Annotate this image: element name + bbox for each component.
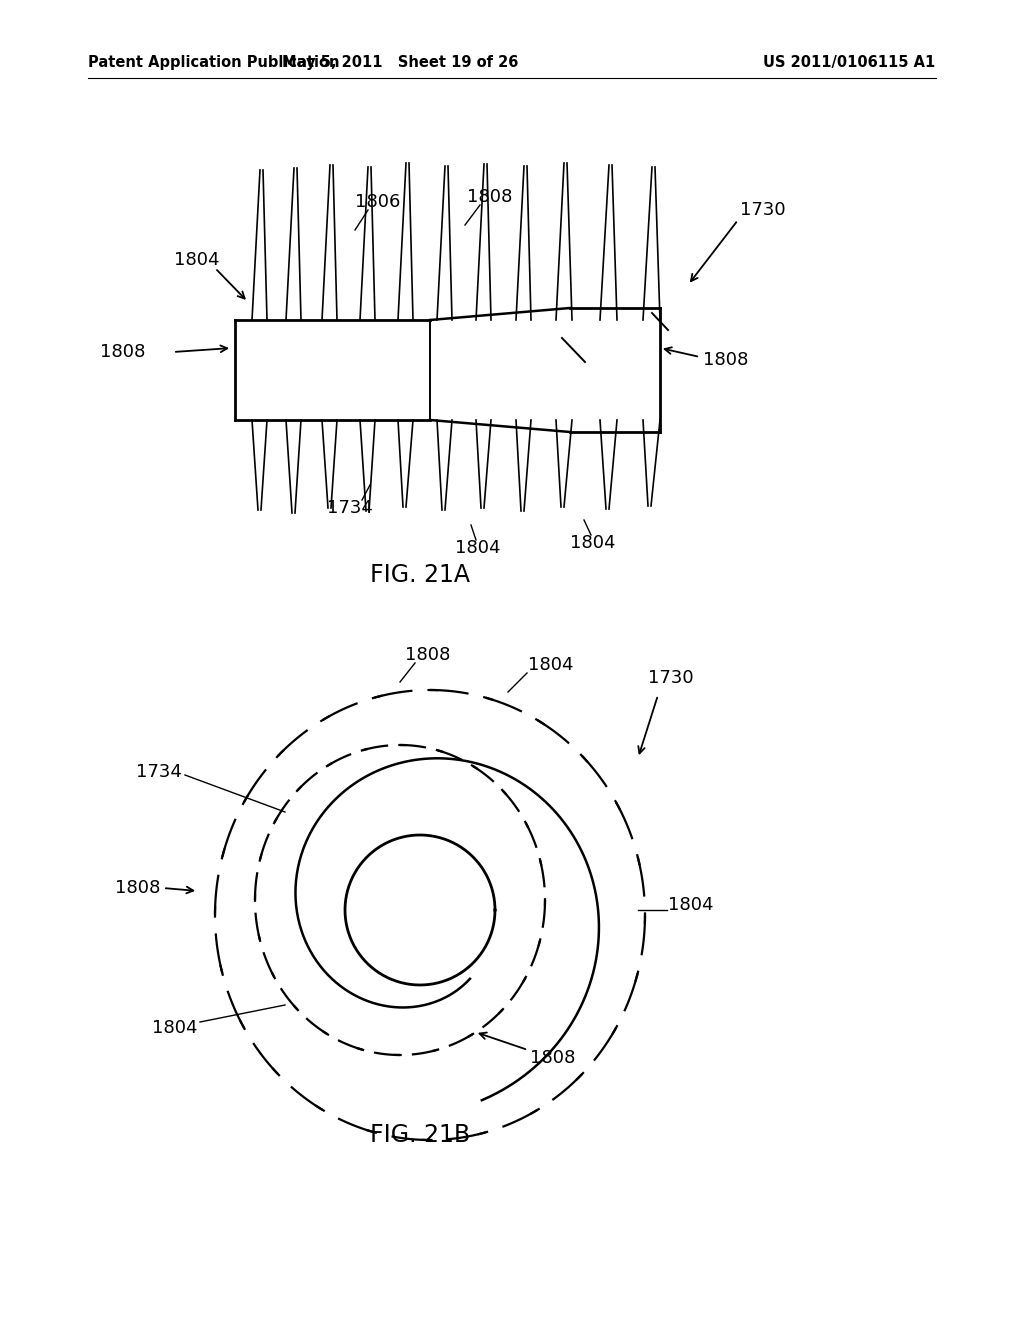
Text: May 5, 2011   Sheet 19 of 26: May 5, 2011 Sheet 19 of 26 [282,54,518,70]
Text: 1804: 1804 [528,656,573,675]
Text: 1806: 1806 [355,193,400,211]
Text: 1804: 1804 [153,1019,198,1038]
Text: 1734: 1734 [136,763,182,781]
Text: 1808: 1808 [703,351,749,370]
Text: 1804: 1804 [570,535,615,552]
Text: 1804: 1804 [174,251,220,269]
Text: 1804: 1804 [668,896,714,913]
Text: 1808: 1808 [99,343,145,360]
Text: 1730: 1730 [648,669,693,686]
Text: FIG. 21A: FIG. 21A [370,564,470,587]
Text: Patent Application Publication: Patent Application Publication [88,54,340,70]
Text: 1808: 1808 [530,1049,575,1067]
Text: 1734: 1734 [327,499,373,517]
Text: 1808: 1808 [406,645,451,664]
Text: 1808: 1808 [467,187,513,206]
Text: 1808: 1808 [115,879,160,898]
Text: 1804: 1804 [456,539,501,557]
Text: US 2011/0106115 A1: US 2011/0106115 A1 [763,54,935,70]
Text: 1730: 1730 [740,201,785,219]
Text: FIG. 21B: FIG. 21B [370,1123,470,1147]
